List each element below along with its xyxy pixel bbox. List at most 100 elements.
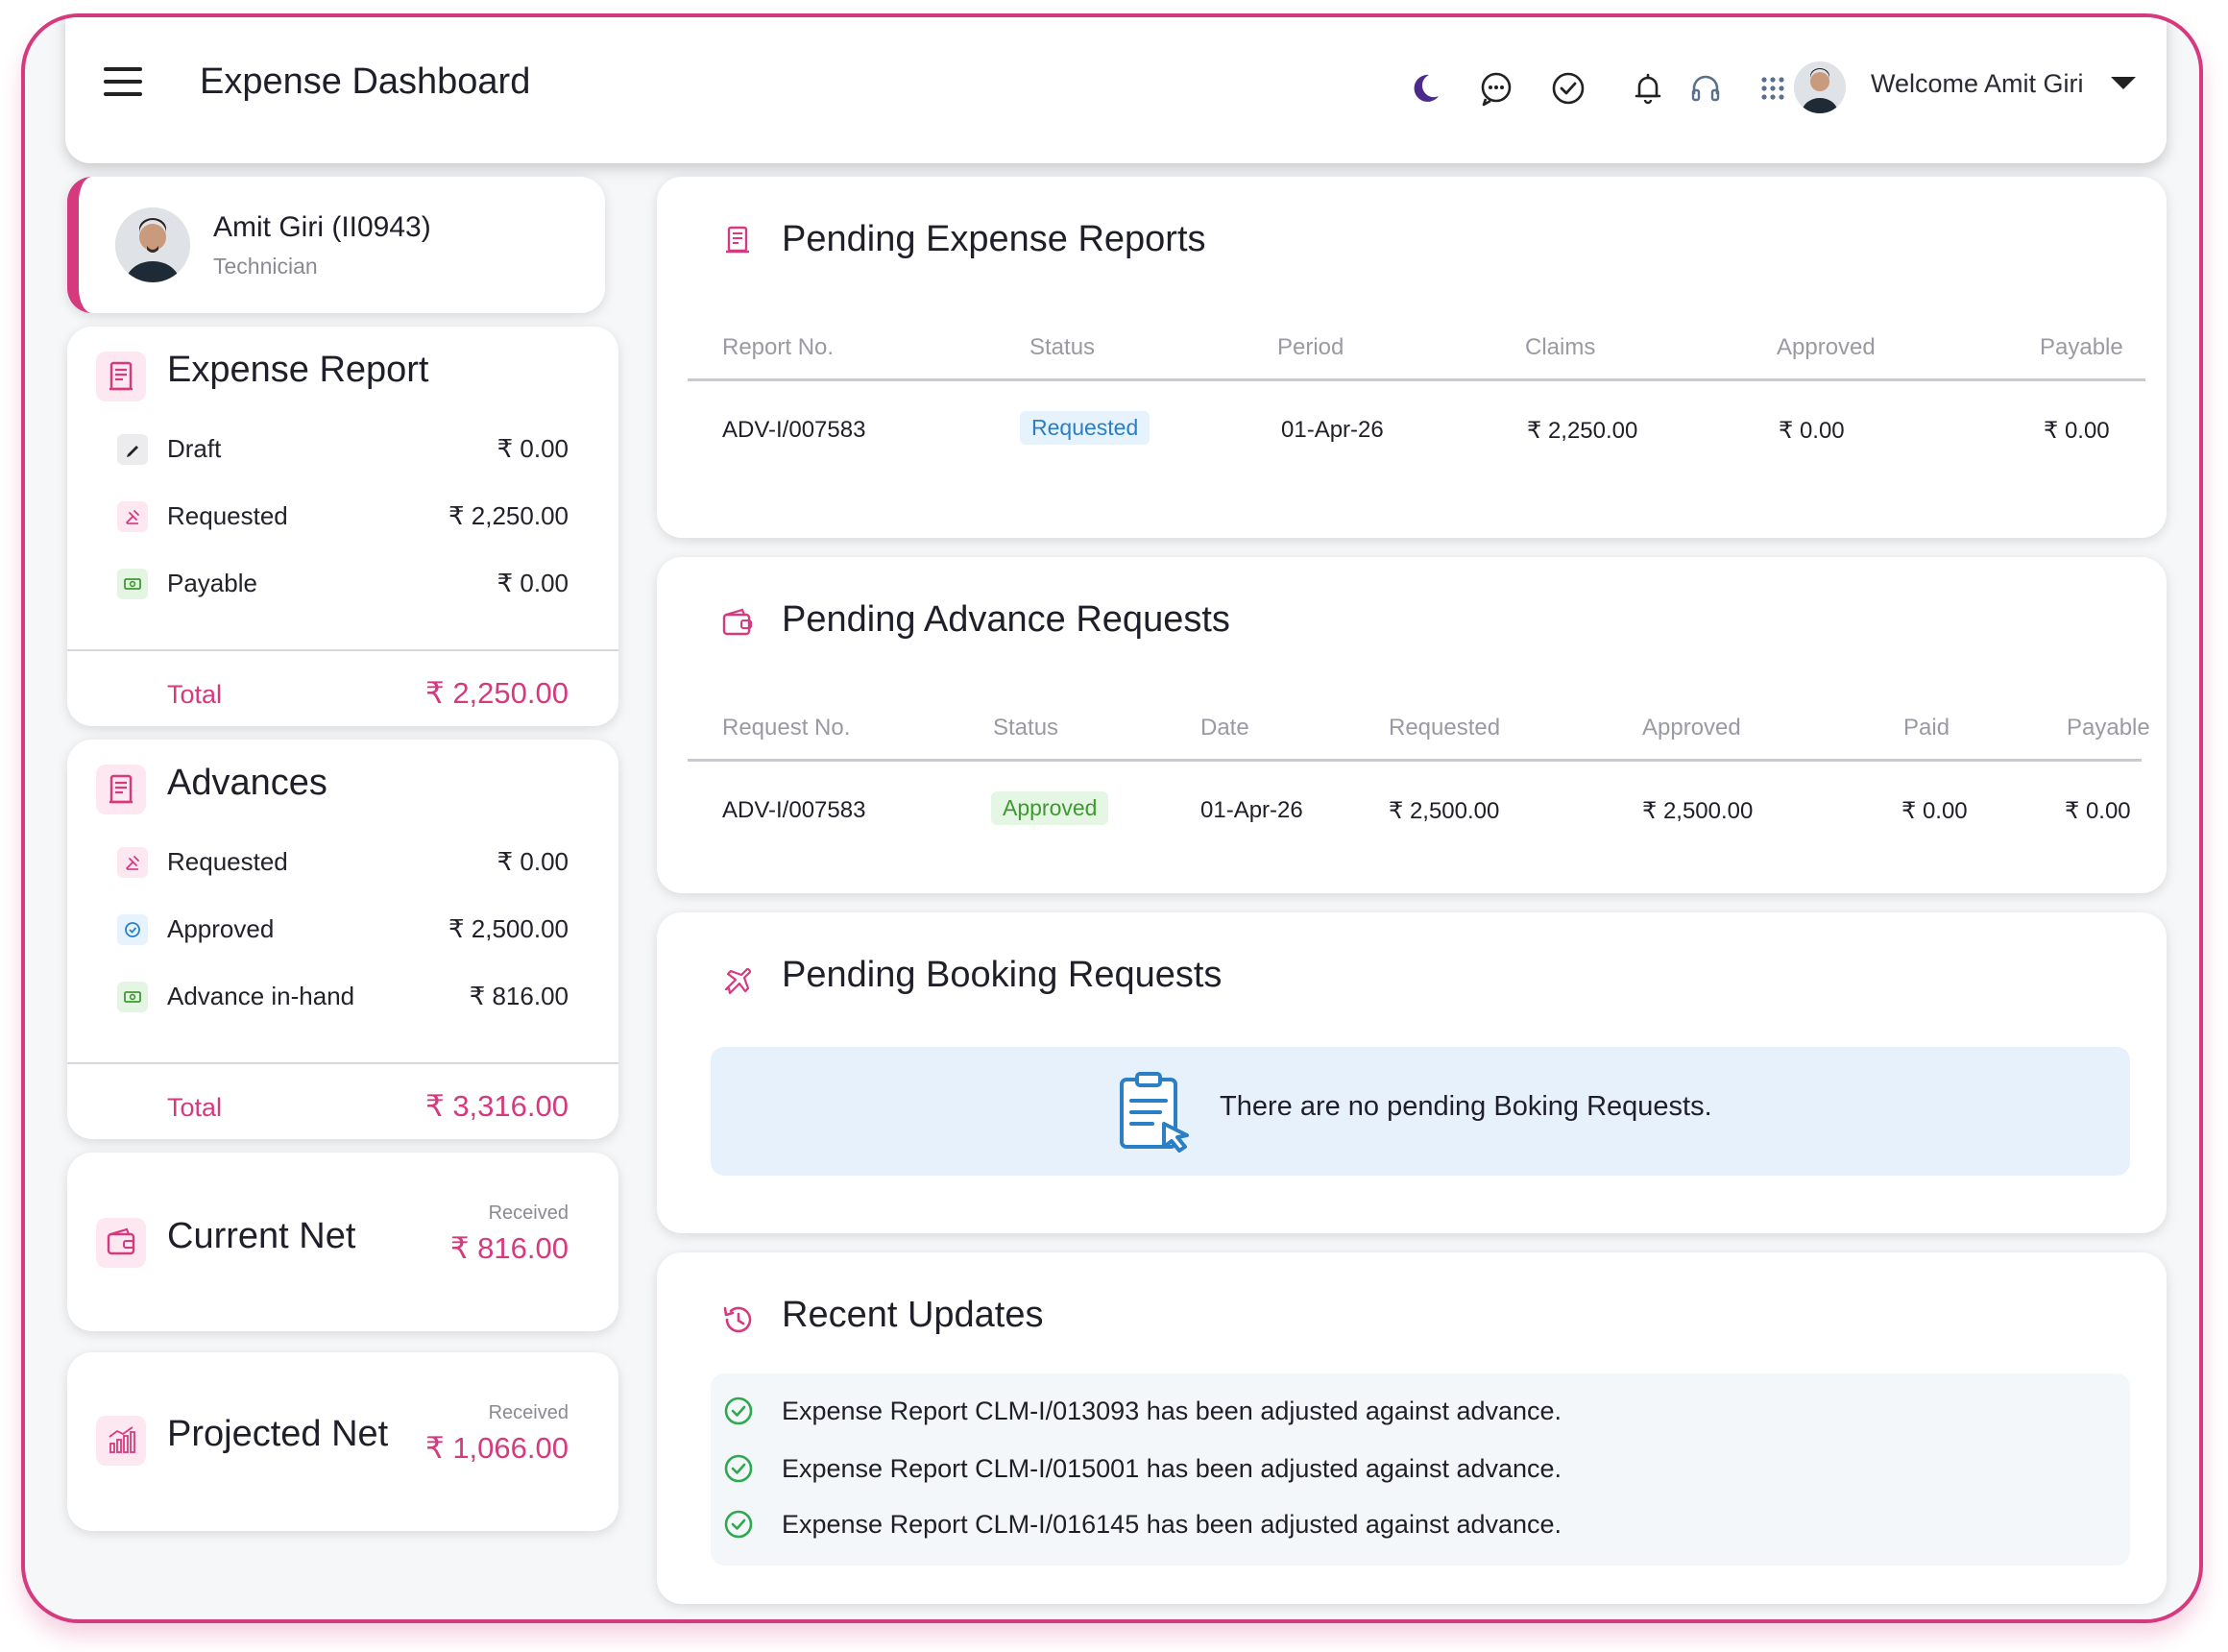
total-label: Total xyxy=(167,1093,223,1122)
row-label: Requested xyxy=(167,847,288,876)
projected-net-card: Projected Net Received ₹ 1,066.00 xyxy=(67,1352,618,1531)
cash-icon xyxy=(117,982,148,1012)
status-badge: Requested xyxy=(1020,411,1150,445)
hand-raise-icon xyxy=(117,847,148,878)
projected-net-value: ₹ 1,066.00 xyxy=(424,1431,569,1465)
expense-report-title: Expense Report xyxy=(167,350,429,390)
list-item[interactable]: Expense Report CLM-I/016145 has been adj… xyxy=(711,1506,2130,1544)
clipboard-icon xyxy=(1114,1068,1193,1154)
empty-message: There are no pending Boking Requests. xyxy=(1220,1091,1712,1122)
app-frame: Expense Dashboard Welcome Amit Giri Ami xyxy=(21,13,2203,1623)
row-value: ₹ 0.00 xyxy=(496,434,569,463)
status-badge: Approved xyxy=(991,791,1109,825)
panel-title: Recent Updates xyxy=(782,1295,1044,1335)
payable-cell: ₹ 0.00 xyxy=(2044,418,2110,444)
column-header: Payable xyxy=(2040,334,2123,360)
row-label: Draft xyxy=(167,434,222,463)
welcome-text: Welcome Amit Giri xyxy=(1871,69,2084,98)
top-bar: Expense Dashboard Welcome Amit Giri xyxy=(65,17,2167,163)
column-header: Approved xyxy=(1777,334,1876,360)
pending-expense-reports-panel: Pending Expense Reports Report No. Statu… xyxy=(657,177,2167,538)
column-header: Payable xyxy=(2067,715,2150,741)
approved-cell: ₹ 2,500.00 xyxy=(1642,798,1754,824)
date-cell: 01-Apr-26 xyxy=(1200,797,1303,823)
advances-card: Advances Requested ₹ 0.00 Approved ₹ 2,5… xyxy=(67,740,618,1139)
row-value: ₹ 2,500.00 xyxy=(448,914,569,943)
check-circle-icon xyxy=(117,914,148,945)
list-item[interactable]: Expense Report CLM-I/015001 has been adj… xyxy=(711,1450,2130,1489)
divider xyxy=(688,759,2142,762)
update-text: Expense Report CLM-I/016145 has been adj… xyxy=(782,1510,1562,1539)
wallet-icon xyxy=(718,603,757,642)
total-label: Total xyxy=(167,680,223,709)
list-item[interactable]: Approved ₹ 2,500.00 xyxy=(67,911,618,949)
pencil-icon xyxy=(117,434,148,465)
list-item[interactable]: Draft ₹ 0.00 xyxy=(67,430,618,469)
total-value: ₹ 3,316.00 xyxy=(424,1089,569,1123)
updates-list: Expense Report CLM-I/013093 has been adj… xyxy=(711,1373,2130,1566)
chat-icon[interactable] xyxy=(1477,69,1515,108)
update-text: Expense Report CLM-I/013093 has been adj… xyxy=(782,1397,1562,1425)
column-header: Approved xyxy=(1642,715,1741,741)
column-header: Report No. xyxy=(722,334,835,360)
approved-cell: ₹ 0.00 xyxy=(1779,418,1845,444)
report-number[interactable]: ADV-I/007583 xyxy=(722,417,866,443)
row-label: Approved xyxy=(167,914,275,943)
bell-icon[interactable] xyxy=(1629,69,1667,108)
column-header: Status xyxy=(1029,334,1096,360)
moon-icon[interactable] xyxy=(1406,69,1444,108)
advances-title: Advances xyxy=(167,763,327,803)
row-value: ₹ 0.00 xyxy=(496,569,569,597)
menu-icon[interactable] xyxy=(104,67,142,98)
current-net-card: Current Net Received ₹ 816.00 xyxy=(67,1153,618,1331)
pending-booking-requests-panel: Pending Booking Requests There are no pe… xyxy=(657,912,2167,1233)
airplane-icon xyxy=(718,960,757,999)
list-item[interactable]: Expense Report CLM-I/013093 has been adj… xyxy=(711,1393,2130,1431)
row-value: ₹ 2,250.00 xyxy=(448,501,569,530)
history-icon xyxy=(718,1300,757,1339)
column-header: Status xyxy=(993,715,1059,741)
check-circle-icon xyxy=(722,1508,755,1541)
total-value: ₹ 2,250.00 xyxy=(424,676,569,710)
current-net-value: ₹ 816.00 xyxy=(449,1231,569,1265)
panel-title: Pending Advance Requests xyxy=(782,599,1230,640)
request-number[interactable]: ADV-I/007583 xyxy=(722,797,866,823)
headset-icon[interactable] xyxy=(1686,69,1725,108)
cash-icon xyxy=(117,569,148,599)
requested-cell: ₹ 2,500.00 xyxy=(1389,798,1500,824)
divider xyxy=(67,1062,618,1064)
chevron-down-icon[interactable] xyxy=(2111,77,2136,89)
check-circle-icon xyxy=(722,1452,755,1485)
apps-grid-icon[interactable] xyxy=(1754,69,1792,108)
hand-raise-icon xyxy=(117,501,148,532)
column-header: Request No. xyxy=(722,715,851,741)
list-item[interactable]: Requested ₹ 0.00 xyxy=(67,843,618,882)
avatar[interactable] xyxy=(1794,61,1846,113)
wallet-icon xyxy=(96,1218,146,1268)
row-value: ₹ 0.00 xyxy=(496,847,569,876)
check-circle-icon[interactable] xyxy=(1549,69,1587,108)
empty-state: There are no pending Boking Requests. xyxy=(711,1047,2130,1176)
receipt-icon xyxy=(96,765,146,814)
column-header: Date xyxy=(1200,715,1249,741)
column-header: Paid xyxy=(1903,715,1950,741)
list-item[interactable]: Payable ₹ 0.00 xyxy=(67,565,618,603)
update-text: Expense Report CLM-I/015001 has been adj… xyxy=(782,1454,1562,1483)
profile-name: Amit Giri (II0943) xyxy=(213,211,431,243)
panel-title: Pending Booking Requests xyxy=(782,955,1223,995)
page-title: Expense Dashboard xyxy=(200,61,531,102)
list-item[interactable]: Advance in-hand ₹ 816.00 xyxy=(67,978,618,1016)
period-cell: 01-Apr-26 xyxy=(1281,417,1384,443)
profile-role: Technician xyxy=(213,254,318,279)
check-circle-icon xyxy=(722,1395,755,1427)
row-label: Requested xyxy=(167,501,288,530)
row-value: ₹ 816.00 xyxy=(469,982,569,1010)
current-net-label: Received xyxy=(488,1203,569,1224)
paid-cell: ₹ 0.00 xyxy=(1901,798,1968,824)
list-item[interactable]: Requested ₹ 2,250.00 xyxy=(67,498,618,536)
recent-updates-panel: Recent Updates Expense Report CLM-I/0130… xyxy=(657,1252,2167,1604)
column-header: Requested xyxy=(1389,715,1501,741)
claims-cell: ₹ 2,250.00 xyxy=(1527,418,1638,444)
payable-cell: ₹ 0.00 xyxy=(2065,798,2131,824)
column-header: Claims xyxy=(1525,334,1596,360)
